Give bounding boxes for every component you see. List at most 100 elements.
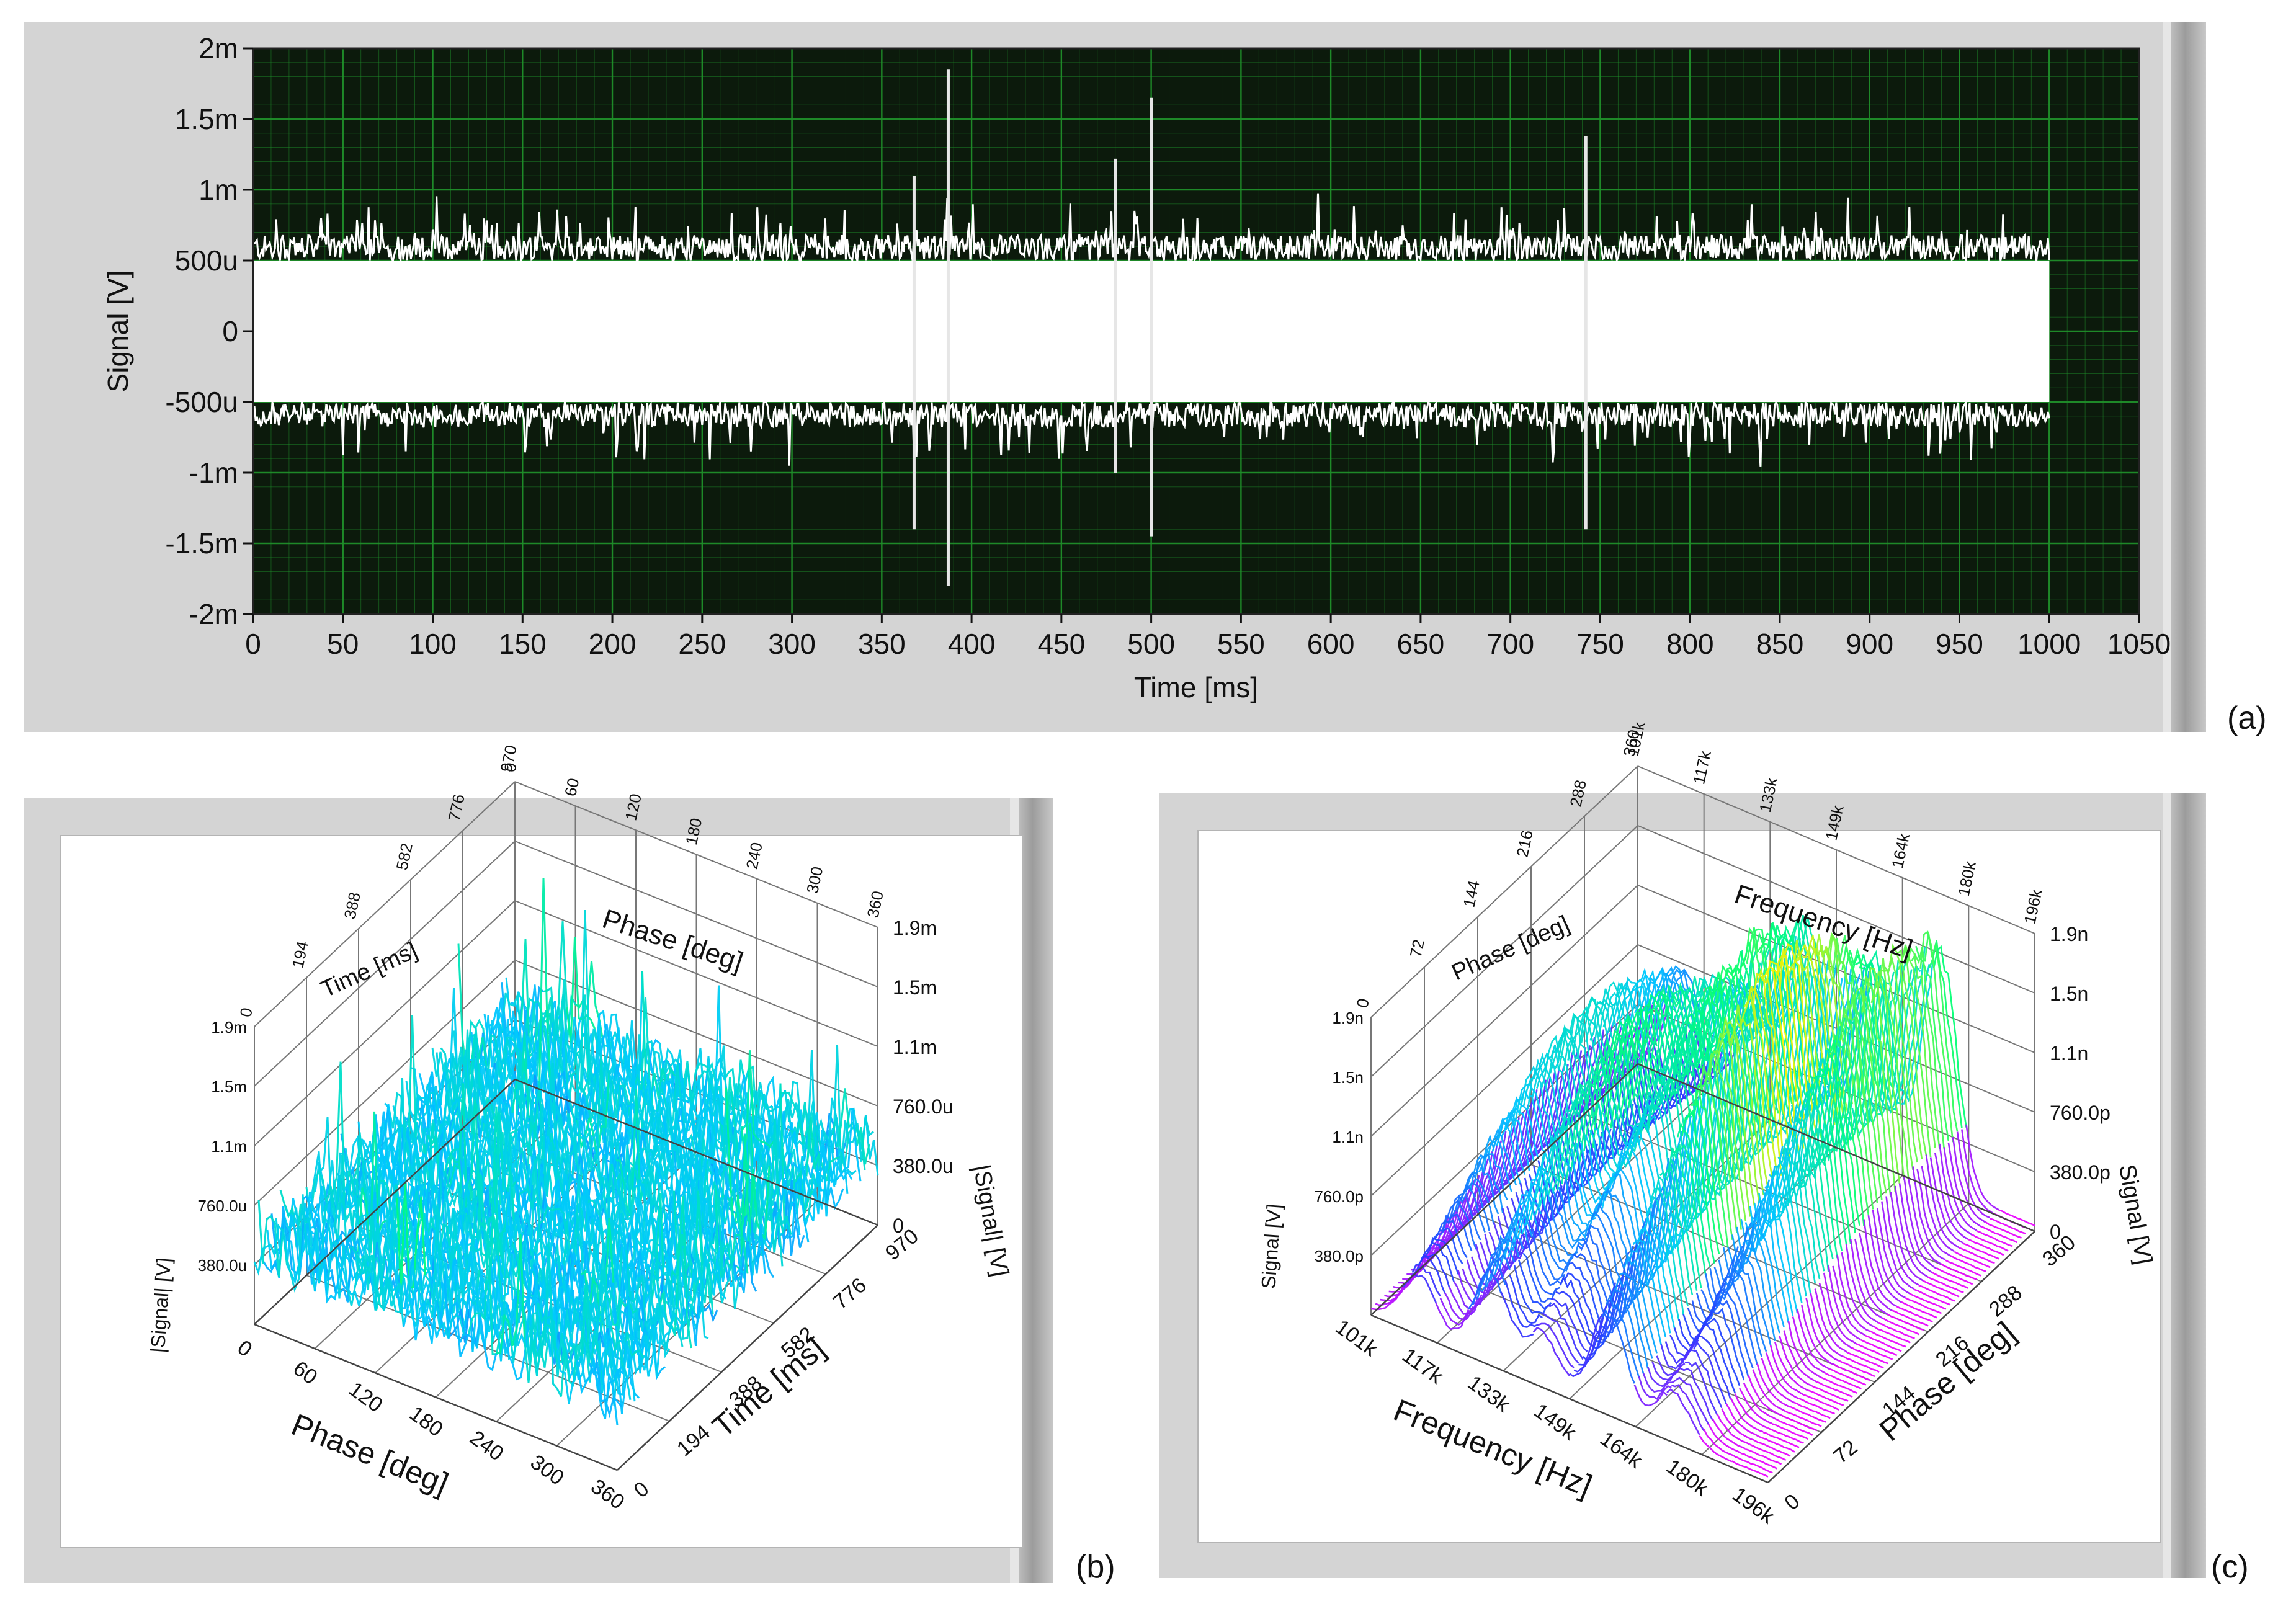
- x-tick-label: 650: [1397, 628, 1445, 660]
- surface-line: [736, 1134, 771, 1272]
- surface-line: [1619, 1005, 1653, 1119]
- surface-line: [1804, 1084, 1838, 1259]
- surface-line: [1728, 1268, 1763, 1358]
- surface-line: [1803, 1393, 1840, 1411]
- top-x-tick-label: 133k: [1756, 775, 1781, 814]
- surface-line: [1553, 1028, 1588, 1102]
- surface-line: [1655, 1175, 1689, 1307]
- x-tick-label: 250: [678, 628, 726, 660]
- surface-line: [1893, 948, 1927, 1156]
- x-tick-label: 164k: [1596, 1427, 1647, 1473]
- surface-line: [1888, 943, 1923, 1159]
- surface-line: [1692, 1341, 1727, 1404]
- y-tick-label: 500u: [175, 244, 238, 277]
- surface-line: [1625, 978, 1659, 1041]
- surface-line: [1668, 1144, 1702, 1289]
- y-tick-label: -2m: [189, 598, 238, 630]
- surface-line: [1656, 966, 1691, 1029]
- surface-line: [1724, 1275, 1758, 1366]
- x-tick-label: 100: [409, 628, 457, 660]
- floor-edge: [1370, 1063, 1638, 1316]
- surface-line: [637, 1070, 671, 1120]
- surface-line: [253, 1223, 284, 1277]
- surface-line: [1642, 1373, 1677, 1393]
- surface-line: [1943, 1147, 1977, 1231]
- surface-line: [1712, 1033, 1747, 1221]
- surface-line: [1676, 1123, 1711, 1267]
- surface-line: [1717, 1028, 1751, 1217]
- surface-line: [1865, 1334, 1902, 1352]
- surface-line: [1834, 1363, 1871, 1381]
- surface-line: [1758, 1435, 1795, 1453]
- surface-line: [1774, 1342, 1808, 1391]
- floor-edge: [1767, 1231, 2035, 1483]
- surface-line: [1587, 1284, 1620, 1356]
- surface-line: [1810, 945, 1844, 1119]
- surface-line: [1752, 1369, 1786, 1412]
- surface-line: [1810, 1292, 1844, 1358]
- surface-line: [282, 1194, 316, 1293]
- surface-line: [442, 1083, 476, 1229]
- surface-line: [470, 1252, 500, 1330]
- surface-line: [1633, 1384, 1668, 1407]
- surface-line: [1852, 986, 1887, 1194]
- surface-line: [532, 1250, 567, 1300]
- surface-line: [1703, 1052, 1738, 1233]
- top-x-tick-label: 0: [501, 761, 520, 774]
- surface-line: [1892, 1309, 1929, 1327]
- surface-line: [1645, 993, 1680, 1099]
- surface-line: [346, 1253, 381, 1306]
- surface-line: [1740, 1170, 1775, 1253]
- surface-line: [1500, 1291, 1534, 1338]
- surface-line: [1749, 1443, 1787, 1461]
- surface-line: [1641, 1207, 1676, 1329]
- surface-line: [1420, 1242, 1455, 1282]
- wall-gridline: [514, 960, 878, 1107]
- surface-line: [1801, 1305, 1835, 1366]
- surface-line: [1508, 1190, 1542, 1257]
- y-axis-label: Phase [deg]: [1873, 1315, 2022, 1448]
- x-tick-label: 50: [327, 628, 359, 660]
- surface-line: [1820, 1376, 1857, 1394]
- surface-line: [566, 937, 596, 1044]
- wall-gridline: [254, 900, 516, 1146]
- surface-line: [1945, 1259, 1982, 1277]
- surface-line: [1664, 968, 1699, 1027]
- surface-line: [1699, 1435, 1733, 1463]
- surface-line: [1506, 1206, 1541, 1250]
- surface-line: [1648, 1086, 1686, 1225]
- surface-line: [1561, 1084, 1596, 1184]
- y-tick-label: -1m: [189, 457, 238, 489]
- surface-line: [1673, 1001, 1708, 1078]
- surface-line: [1570, 1064, 1604, 1173]
- top-x-tick-label: 180k: [1954, 859, 1980, 898]
- z-tick-label-left: 1.1m: [211, 1137, 247, 1156]
- surface-line: [1698, 1335, 1731, 1400]
- surface-line: [1535, 1223, 1570, 1281]
- surface-line: [1476, 1251, 1511, 1300]
- z-tick-label: 1.1m: [893, 1036, 937, 1058]
- surface-line: [1740, 1452, 1777, 1470]
- surface-line: [1909, 1293, 1947, 1310]
- surface-line: [1776, 1418, 1813, 1436]
- top-x-tick-label: 164k: [1888, 831, 1913, 870]
- x-tick-label: 850: [1756, 628, 1804, 660]
- surface-line: [439, 1301, 470, 1357]
- surface-line: [1447, 1192, 1481, 1241]
- surface-line: [1671, 1383, 1705, 1432]
- surface-line: [457, 943, 488, 1077]
- x-tick-label: 150: [499, 628, 547, 660]
- surface-line: [1911, 946, 1945, 1149]
- surface-line: [805, 1117, 839, 1182]
- surface-line: [1932, 945, 1967, 1128]
- wall-gridline: [514, 781, 878, 928]
- y-tick-label: 2m: [199, 32, 238, 65]
- surface-line: [1965, 1124, 1999, 1211]
- surface-line: [1720, 1287, 1754, 1368]
- surface-line: [584, 1367, 619, 1425]
- surface-line: [1710, 971, 1748, 1146]
- surface-line: [1687, 978, 1722, 1068]
- surface-line: [1469, 1153, 1504, 1213]
- surface-line: [1752, 973, 1787, 1171]
- surface-line: [342, 1267, 377, 1311]
